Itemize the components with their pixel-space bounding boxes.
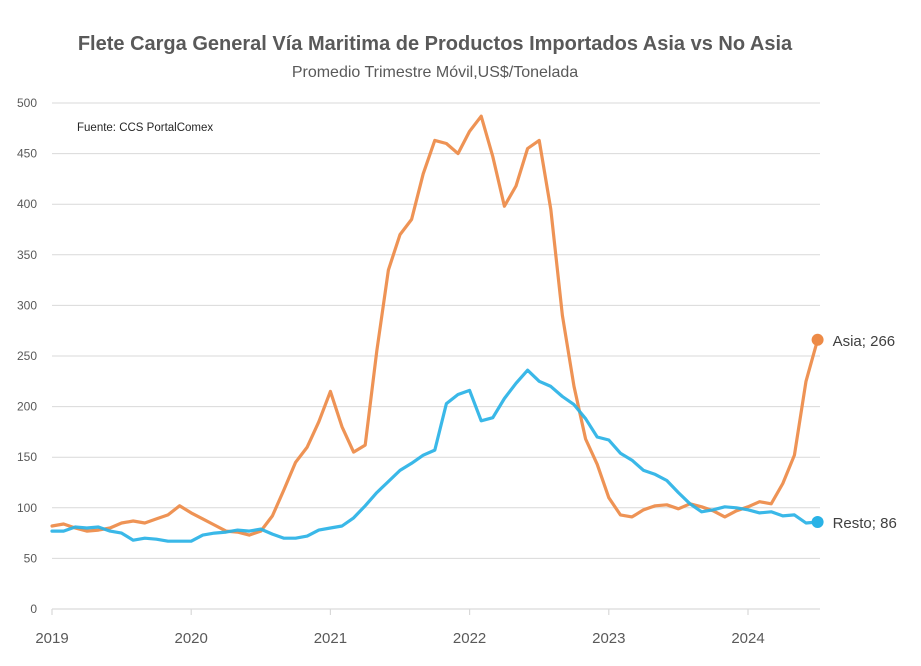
end-label-resto: Resto; 86 [833,515,897,532]
x-axis: 2019 2020 2021 2022 2023 2024 [35,608,820,647]
x-tick-label: 2021 [314,630,347,647]
series-line-resto [50,368,820,543]
x-tick-label: 2024 [731,630,764,647]
x-tick-label: 2022 [453,630,486,647]
y-tick-label: 200 [17,400,37,414]
source-note: Fuente: CCS PortalComex [77,122,213,134]
y-tick-label: 450 [17,147,37,161]
y-tick-label: 50 [24,551,38,565]
y-tick-label: 300 [17,298,37,312]
gridlines [52,102,820,559]
series-group: Asia; 266 Resto; 86 [50,114,897,543]
series-line-asia [50,114,820,537]
y-tick-label: 150 [17,450,37,464]
y-tick-label: 400 [17,197,37,211]
x-tick-label: 2019 [35,630,68,647]
chart-subtitle: Promedio Trimestre Móvil,US$/Tonelada [292,64,578,81]
y-tick-label: 100 [17,501,37,515]
end-label-asia: Asia; 266 [833,333,896,350]
end-point-resto [811,515,824,528]
x-tick-label: 2020 [175,630,208,647]
chart-title: Flete Carga General Vía Maritima de Prod… [78,33,793,55]
y-axis: 0 50 100 150 200 250 300 350 400 450 500 [17,96,37,616]
y-tick-label: 0 [30,602,37,616]
y-tick-label: 250 [17,349,37,363]
x-tick-label: 2023 [592,630,625,647]
y-tick-label: 500 [17,96,37,110]
end-point-asia [811,333,824,346]
y-tick-label: 350 [17,248,37,262]
